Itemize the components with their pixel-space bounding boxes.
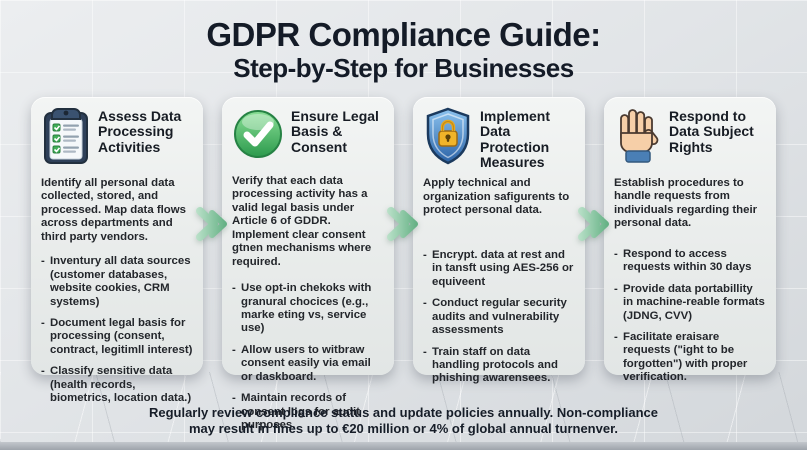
bullet-item: Conduct regular security audits and vuln… — [423, 297, 575, 337]
green-checkmark-icon — [232, 107, 284, 166]
card-title: Implement Data Protection Measures — [480, 107, 551, 171]
chevron-right-arrow-icon — [577, 206, 609, 241]
step-arrow-3 — [577, 97, 609, 375]
steps-row: Assess Data Processing Activities Identi… — [0, 96, 807, 431]
card-bullet-list: Encrypt. data at rest and in tansft usin… — [423, 249, 575, 386]
bullet-item: Use opt-in chekoks with granural chocice… — [232, 282, 384, 336]
card-assess-data-processing: Assess Data Processing Activities Identi… — [31, 96, 203, 404]
card-title: Respond to Data Subject Rights — [669, 107, 754, 155]
card-bullet-list: Inventury all data sources (customer dat… — [41, 255, 193, 406]
card-legal-basis-consent: Ensure Legal Basis & Consent Verify that… — [222, 96, 394, 431]
title-line-1: GDPR Compliance Guide: — [206, 16, 601, 53]
bullet-item: Provide data portabillity in machine-rea… — [614, 283, 766, 323]
step-arrow-2 — [386, 97, 418, 375]
card-header: Assess Data Processing Activities — [41, 106, 193, 170]
shield-lock-icon — [423, 107, 473, 170]
clipboard-checklist-icon — [41, 107, 91, 170]
bullet-item: Encrypt. data at rest and in tansft usin… — [423, 249, 575, 289]
bullet-item: Maintain records of consent logs for aud… — [232, 392, 384, 432]
footer-note: Regularly review compliance status and u… — [0, 405, 807, 438]
step-arrow-1 — [195, 97, 227, 375]
card-intro: Identify all personal data collected, st… — [41, 176, 186, 243]
title-line-2: Step-by-Step for Businesses — [233, 53, 574, 84]
bullet-item: Document legal basis for processing (con… — [41, 317, 193, 357]
bullet-item: Train staff on data handling protocols a… — [423, 346, 575, 386]
bullet-item: Respond to access requests within 30 day… — [614, 248, 766, 275]
bottom-edge-strip — [0, 442, 807, 450]
chevron-right-arrow-icon — [195, 206, 227, 241]
footer-line-1: Regularly review compliance status and u… — [148, 404, 659, 420]
card-data-subject-rights: Respond to Data Subject Rights Establish… — [604, 96, 776, 383]
card-bullet-list: Use opt-in chekoks with granural chocice… — [232, 282, 384, 433]
card-header: Respond to Data Subject Rights — [614, 106, 766, 170]
bullet-item: Facilitate eraisare requests ("ight to b… — [614, 331, 766, 385]
card-intro: Apply technical and organization safigur… — [423, 177, 570, 217]
footer-line-2: may result in fines up to €20 million or… — [188, 420, 619, 436]
card-title: Ensure Legal Basis & Consent — [291, 107, 379, 155]
card-header: Implement Data Protection Measures — [423, 106, 575, 171]
bullet-item: Inventury all data sources (customer dat… — [41, 255, 193, 309]
card-header: Ensure Legal Basis & Consent — [232, 106, 384, 168]
chevron-right-arrow-icon — [386, 206, 418, 241]
bullet-item: Classify sensitive data (health records,… — [41, 365, 193, 405]
bullet-item: Allow users to witbraw consent easily vi… — [232, 344, 384, 384]
page-title: GDPR Compliance Guide: Step-by-Step for … — [0, 0, 807, 83]
card-data-protection-measures: Implement Data Protection Measures Apply… — [413, 96, 585, 384]
card-bullet-list: Respond to access requests within 30 day… — [614, 248, 766, 385]
raised-hand-icon — [614, 107, 662, 170]
card-title: Assess Data Processing Activities — [98, 107, 182, 155]
card-intro: Establish procedures to handle requests … — [614, 176, 758, 230]
card-intro: Verify that each data processing activit… — [232, 174, 372, 268]
